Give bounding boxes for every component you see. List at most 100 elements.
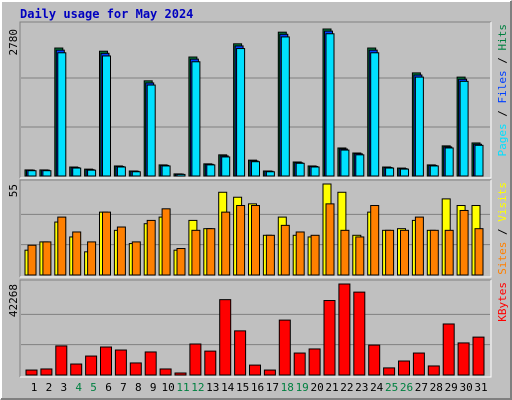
x-tick-label: 19 bbox=[296, 381, 309, 394]
bar bbox=[249, 364, 261, 376]
chart-title: Daily usage for May 2024 bbox=[20, 7, 193, 21]
bar bbox=[70, 363, 83, 376]
bar bbox=[236, 48, 246, 177]
legend-entry: Visits bbox=[496, 182, 509, 222]
panel-edge bbox=[19, 21, 491, 178]
bar bbox=[442, 323, 455, 376]
panel-edge bbox=[19, 179, 491, 277]
legend-entry: Files bbox=[496, 70, 509, 103]
bar bbox=[129, 362, 142, 376]
bar bbox=[280, 36, 290, 177]
bar bbox=[400, 168, 409, 177]
bar bbox=[161, 208, 171, 276]
bar bbox=[355, 236, 365, 276]
legend-entry: KBytes bbox=[496, 282, 509, 322]
bar bbox=[87, 241, 97, 276]
bar bbox=[265, 171, 275, 177]
bar bbox=[42, 241, 52, 276]
x-tick-label: 18 bbox=[281, 381, 294, 394]
bar bbox=[353, 291, 366, 376]
bar bbox=[368, 344, 381, 376]
x-tick-label: 21 bbox=[325, 381, 338, 394]
x-tick-label: 31 bbox=[474, 381, 487, 394]
bar bbox=[355, 154, 365, 177]
bar bbox=[191, 61, 201, 177]
bar bbox=[87, 169, 97, 177]
legend: Sites / Visits bbox=[496, 182, 509, 275]
bar bbox=[57, 52, 67, 177]
bar bbox=[383, 367, 396, 376]
x-tick-label: 25 bbox=[385, 381, 398, 394]
bar bbox=[265, 234, 275, 276]
bar bbox=[206, 164, 216, 177]
bar bbox=[370, 205, 380, 276]
x-tick-label: 6 bbox=[105, 381, 112, 394]
legend-separator: / bbox=[496, 104, 509, 124]
bar bbox=[310, 166, 320, 177]
x-tick-label: 30 bbox=[459, 381, 472, 394]
bar bbox=[295, 162, 305, 177]
y-tick-label: 55 bbox=[7, 184, 20, 197]
x-tick-label: 24 bbox=[370, 381, 384, 394]
x-tick-label: 22 bbox=[340, 381, 353, 394]
legend: Pages / Files / Hits bbox=[496, 24, 509, 157]
bar bbox=[251, 161, 260, 177]
x-tick-label: 29 bbox=[445, 381, 458, 394]
x-tick-label: 26 bbox=[400, 381, 413, 394]
x-tick-label: 17 bbox=[266, 381, 279, 394]
legend-separator: / bbox=[496, 51, 509, 71]
bar bbox=[414, 216, 424, 276]
bar bbox=[398, 360, 410, 376]
y-tick-label: 42268 bbox=[7, 284, 20, 317]
bar bbox=[221, 211, 231, 276]
bar bbox=[472, 336, 485, 376]
bar bbox=[40, 368, 53, 376]
bar bbox=[219, 299, 232, 376]
x-tick-label: 28 bbox=[430, 381, 443, 394]
bar bbox=[102, 211, 111, 276]
bar bbox=[176, 248, 186, 276]
x-tick-label: 5 bbox=[90, 381, 97, 394]
bar bbox=[234, 330, 247, 376]
bar bbox=[400, 229, 409, 276]
bar bbox=[340, 149, 350, 177]
bar bbox=[221, 156, 231, 177]
bar bbox=[459, 80, 469, 177]
bar bbox=[278, 319, 291, 376]
bar bbox=[325, 33, 335, 177]
bar bbox=[27, 170, 37, 177]
bar bbox=[323, 300, 336, 376]
x-tick-label: 8 bbox=[135, 381, 142, 394]
bar bbox=[251, 205, 260, 276]
bar bbox=[55, 345, 68, 376]
bar bbox=[385, 167, 395, 177]
bar bbox=[116, 226, 126, 276]
x-tick-label: 7 bbox=[120, 381, 127, 394]
bar bbox=[206, 228, 216, 276]
bar bbox=[444, 147, 454, 177]
x-tick-label: 13 bbox=[206, 381, 219, 394]
bar bbox=[72, 231, 82, 276]
bar bbox=[176, 173, 186, 177]
x-tick-label: 10 bbox=[161, 381, 174, 394]
bar bbox=[85, 355, 98, 376]
bar bbox=[159, 368, 172, 376]
bar bbox=[25, 369, 38, 376]
bar bbox=[204, 350, 217, 376]
bar bbox=[457, 342, 470, 376]
bar bbox=[308, 348, 321, 376]
panel-edge bbox=[19, 279, 491, 377]
bar bbox=[161, 165, 171, 177]
x-tick-label: 2 bbox=[46, 381, 53, 394]
bar bbox=[412, 352, 425, 376]
bar bbox=[146, 219, 156, 276]
bar bbox=[72, 167, 82, 177]
x-tick-label: 1 bbox=[31, 381, 38, 394]
bar bbox=[131, 171, 141, 177]
bar bbox=[370, 52, 380, 177]
bar bbox=[191, 229, 201, 276]
panel bbox=[20, 280, 491, 377]
